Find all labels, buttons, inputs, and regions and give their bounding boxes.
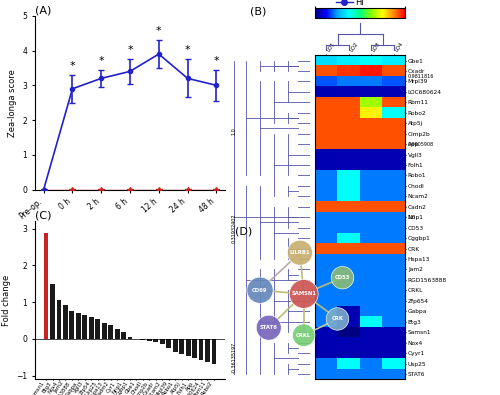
Text: -0.36135197: -0.36135197 xyxy=(232,342,236,373)
Bar xyxy=(205,339,210,361)
Bar xyxy=(128,337,132,339)
Text: CRKL: CRKL xyxy=(296,333,312,338)
Y-axis label: Zea-longa score: Zea-longa score xyxy=(8,69,17,137)
Text: 1.0: 1.0 xyxy=(232,127,236,135)
Text: (B): (B) xyxy=(250,7,266,17)
Sham xyxy=(98,187,104,192)
Text: LILRB1: LILRB1 xyxy=(290,250,310,255)
Text: *: * xyxy=(156,26,162,36)
Text: *: * xyxy=(98,56,104,66)
Bar xyxy=(140,339,145,340)
Text: *: * xyxy=(185,45,190,55)
Sham xyxy=(156,187,162,192)
Bar xyxy=(102,323,106,339)
Sham xyxy=(127,187,133,192)
Bar xyxy=(121,332,126,339)
Bar xyxy=(212,339,216,364)
Bar xyxy=(50,284,55,339)
Text: STAT6: STAT6 xyxy=(260,325,278,330)
Text: CD69: CD69 xyxy=(252,288,268,293)
Sham xyxy=(214,187,220,192)
Text: 1.0: 1.0 xyxy=(407,215,415,220)
Text: 0.9905908: 0.9905908 xyxy=(407,142,434,147)
Text: *: * xyxy=(214,56,219,66)
Bar xyxy=(160,339,164,344)
Bar xyxy=(63,305,68,339)
Legend: Sham, HI: Sham, HI xyxy=(332,0,382,11)
Bar xyxy=(44,233,49,339)
Bar xyxy=(70,311,74,339)
Text: 0.9811816: 0.9811816 xyxy=(407,74,434,79)
Text: 0.31932402: 0.31932402 xyxy=(232,213,236,243)
Circle shape xyxy=(326,308,349,330)
Circle shape xyxy=(292,324,315,346)
Bar xyxy=(76,313,81,339)
Circle shape xyxy=(331,267,354,289)
Bar xyxy=(147,339,152,341)
Bar xyxy=(108,325,113,339)
Sham xyxy=(40,187,46,192)
Circle shape xyxy=(247,277,273,303)
Text: (C): (C) xyxy=(35,211,51,220)
Circle shape xyxy=(288,240,312,265)
Bar xyxy=(96,319,100,339)
Sham xyxy=(70,187,75,192)
Bar xyxy=(186,339,190,356)
Bar xyxy=(192,339,197,358)
Line: Sham: Sham xyxy=(41,187,219,192)
Bar xyxy=(56,300,62,339)
Bar xyxy=(89,317,94,339)
Text: (D): (D) xyxy=(235,227,252,237)
Circle shape xyxy=(256,315,281,340)
Bar xyxy=(154,339,158,342)
Bar xyxy=(114,329,119,339)
Y-axis label: Fold change: Fold change xyxy=(2,275,11,326)
Text: SAMSN1: SAMSN1 xyxy=(291,292,316,297)
Text: *: * xyxy=(70,61,75,71)
Bar xyxy=(198,339,203,360)
Bar xyxy=(166,339,171,348)
Text: CRK: CRK xyxy=(332,316,344,322)
Bar xyxy=(179,339,184,354)
Text: *: * xyxy=(127,45,133,55)
Bar xyxy=(82,315,87,339)
Bar xyxy=(173,339,178,352)
Text: CD53: CD53 xyxy=(335,275,350,280)
Text: (A): (A) xyxy=(35,5,51,15)
Circle shape xyxy=(290,280,318,308)
Sham xyxy=(184,187,190,192)
